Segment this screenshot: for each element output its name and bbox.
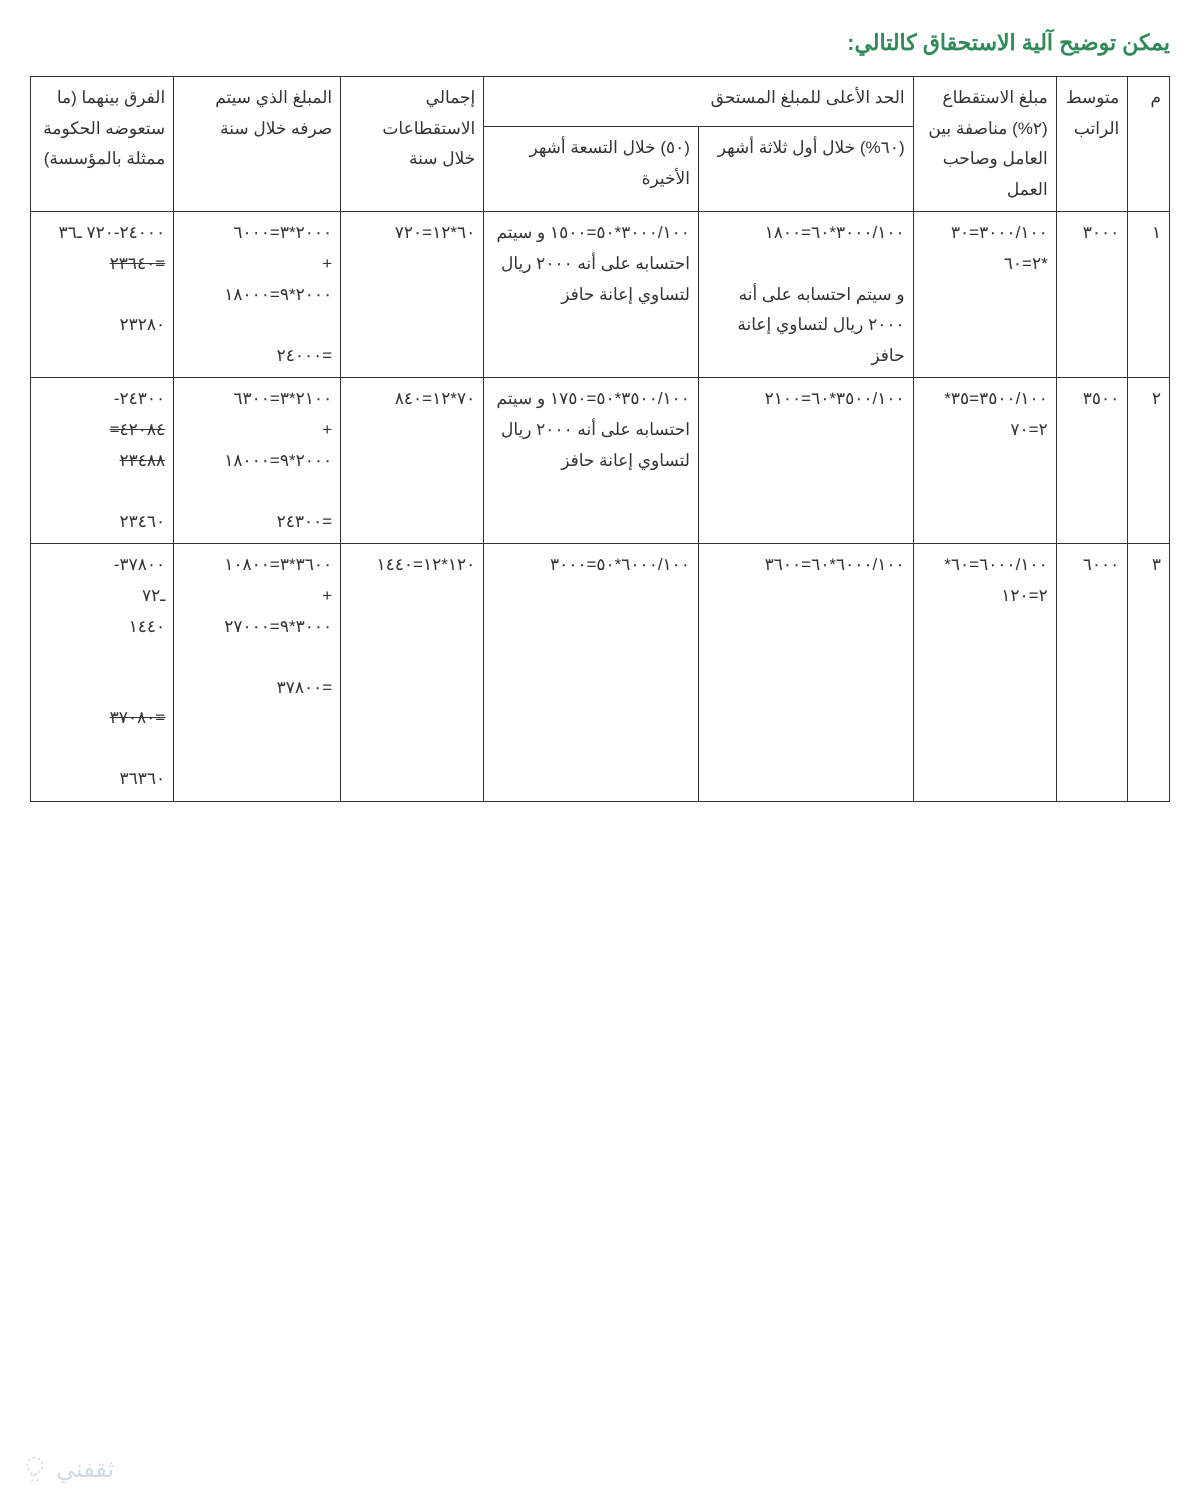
cell-tot: ٧٠*١٢=٨٤٠ [341,378,484,544]
dif-strike: ٢٣٤٨٨ [120,451,166,470]
cell-50: ٦٠٠٠/١٠٠*٥٠=٣٠٠٠ [484,544,699,802]
header-ded: مبلغ الاستقطاع (٢%) مناصفة بين العامل وص… [913,77,1056,212]
header-max: الحد الأعلى للمبلغ المستحق [484,77,913,127]
cell-60: ٦٠٠٠/١٠٠*٦٠=٣٦٠٠ [698,544,913,802]
cell-50: ٣٥٠٠/١٠٠*٥٠=١٧٥٠ و سيتم احتسابه على أنه … [484,378,699,544]
dif-line: ١٤٤٠ [129,617,166,636]
cell-50: ٣٠٠٠/١٠٠*٥٠=١٥٠٠ و سيتم احتسابه على أنه … [484,212,699,378]
cell-pay: ٢١٠٠*٣=٦٣٠٠+٢٠٠٠*٩=١٨٠٠٠=٢٤٣٠٠ [174,378,341,544]
cell-avg: ٣٥٠٠ [1056,378,1128,544]
header-avg: متوسط الراتب [1056,77,1128,212]
header-m: م [1128,77,1170,212]
cell-pay: ٣٦٠٠*٣=١٠٨٠٠+٣٠٠٠*٩=٢٧٠٠٠=٣٧٨٠٠ [174,544,341,802]
dif-strike: =٣٧٠٨٠ [110,708,166,727]
cell-avg: ٣٠٠٠ [1056,212,1128,378]
header-60: (٦٠%) خلال أول ثلاثة أشهر [698,127,913,212]
watermark-logo: ثقفني [20,1454,114,1484]
table-body: ١ ٣٠٠٠ ٣٠٠٠/١٠٠=٣٠ *٢=٦٠ ٣٠٠٠/١٠٠*٦٠=١٨٠… [31,212,1170,802]
dif-strike: ٤٢٠٨٤= [110,420,166,439]
dif-line: ٣٧٨٠٠- [114,555,165,574]
header-pay: المبلغ الذي سيتم صرفه خلال سنة [174,77,341,212]
dif-strike: =٢٣٦٤٠ [110,254,166,273]
table-row: ٢ ٣٥٠٠ ٣٥٠٠/١٠٠=٣٥* ٢=٧٠ ٣٥٠٠/١٠٠*٦٠=٢١٠… [31,378,1170,544]
cell-m: ٣ [1128,544,1170,802]
cell-dif: ٢٤٣٠٠- ٤٢٠٨٤= ٢٣٤٨٨ ٢٣٤٦٠ [31,378,174,544]
cell-60: ٣٠٠٠/١٠٠*٦٠=١٨٠٠و سيتم احتسابه على أنه ٢… [698,212,913,378]
lightbulb-icon [20,1454,50,1484]
dif-line: ٢٤٣٠٠- [114,389,165,408]
cell-tot: ١٢٠*١٢=١٤٤٠ [341,544,484,802]
cell-avg: ٦٠٠٠ [1056,544,1128,802]
cell-ded: ٣٥٠٠/١٠٠=٣٥* ٢=٧٠ [913,378,1056,544]
header-tot: إجمالي الاستقطاعات خلال سنة [341,77,484,212]
cell-60: ٣٥٠٠/١٠٠*٦٠=٢١٠٠ [698,378,913,544]
cell-m: ٢ [1128,378,1170,544]
dif-line: ـ٧٢ [142,586,165,605]
cell-pay: ٢٠٠٠*٣=٦٠٠٠+٢٠٠٠*٩=١٨٠٠٠=٢٤٠٠٠ [174,212,341,378]
cell-m: ١ [1128,212,1170,378]
cell-ded: ٦٠٠٠/١٠٠=٦٠* ٢=١٢٠ [913,544,1056,802]
page-title: يمكن توضيح آلية الاستحقاق كالتالي: [30,30,1170,56]
cell-dif: ٣٧٨٠٠- ـ٧٢ ١٤٤٠ =٣٧٠٨٠ ٣٦٣٦٠ [31,544,174,802]
header-dif: الفرق بينهما (ما ستعوضه الحكومة ممثلة با… [31,77,174,212]
dif-line: ٣٦٣٦٠ [120,769,166,788]
dif-line: ٢٤٠٠٠-٧٢٠ ‏ـ٣٦ [58,223,165,242]
watermark-text: ثقفني [56,1455,114,1484]
table-row: ١ ٣٠٠٠ ٣٠٠٠/١٠٠=٣٠ *٢=٦٠ ٣٠٠٠/١٠٠*٦٠=١٨٠… [31,212,1170,378]
dif-line: ٢٣٢٨٠ [120,315,166,334]
cell-dif: ٢٤٠٠٠-٧٢٠ ‏ـ٣٦ =٢٣٦٤٠ ٢٣٢٨٠ [31,212,174,378]
cell-ded: ٣٠٠٠/١٠٠=٣٠ *٢=٦٠ [913,212,1056,378]
cell-tot: ٦٠*١٢=٧٢٠ [341,212,484,378]
table-row: ٣ ٦٠٠٠ ٦٠٠٠/١٠٠=٦٠* ٢=١٢٠ ٦٠٠٠/١٠٠*٦٠=٣٦… [31,544,1170,802]
header-50: (٥٠) خلال التسعة أشهر الأخيرة [484,127,699,212]
entitlement-table: م متوسط الراتب مبلغ الاستقطاع (٢%) مناصف… [30,76,1170,802]
dif-line: ٢٣٤٦٠ [120,512,166,531]
